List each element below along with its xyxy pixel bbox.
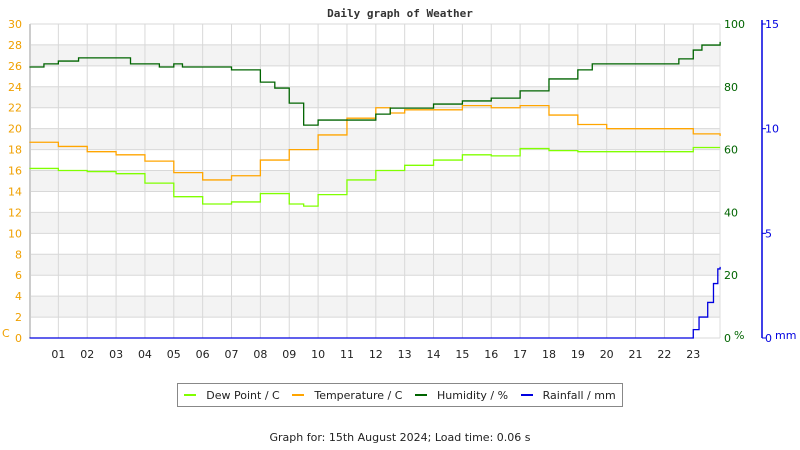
left-tick-label: 6 [15,269,22,282]
left-tick-label: 22 [8,102,22,115]
x-tick-label: 19 [571,348,585,361]
footer-text: Graph for: 15th August 2024; Load time: … [269,431,531,444]
x-tick-label: 22 [657,348,671,361]
legend-label: Temperature / C [314,388,403,402]
x-tick-label: 21 [629,348,643,361]
humidity-tick-label: 100 [724,18,745,31]
x-tick-label: 13 [398,348,412,361]
x-tick-label: 04 [138,348,152,361]
x-tick-label: 17 [513,348,527,361]
humidity-tick-label: 40 [724,206,738,219]
x-tick-label: 12 [369,348,383,361]
x-tick-label: 06 [196,348,210,361]
series-line-humidity [29,41,721,126]
weather-chart: Daily graph of Weather 02468101214161820… [2,7,796,361]
humidity-tick-label: 20 [724,269,738,282]
legend-item: Humidity / % [415,389,508,402]
chart-title: Daily graph of Weather [327,7,473,20]
x-tick-label: 03 [109,348,123,361]
legend-item: Dew Point / C [184,388,280,402]
rain-tick-label: 0 [765,332,772,345]
x-tick-label: 23 [686,348,700,361]
grid-band [30,44,720,66]
rain-axis-unit: mm [775,329,796,342]
x-tick-label: 16 [484,348,498,361]
x-tick-label: 10 [311,348,325,361]
x-tick-label: 02 [80,348,94,361]
left-tick-label: 8 [15,248,22,261]
x-tick-label: 15 [455,348,469,361]
left-axis-unit: C [2,327,10,340]
left-tick-label: 18 [8,144,22,157]
legend-label: Rainfall / mm [542,388,616,402]
legend-label: Humidity / % [437,388,509,402]
x-tick-label: 20 [600,348,614,361]
grid-band [30,212,720,234]
left-tick-label: 14 [8,185,22,198]
x-tick-label: 09 [282,348,296,361]
left-tick-label: 0 [15,332,22,345]
legend-swatch [292,394,305,396]
left-tick-label: 2 [15,311,22,324]
humidity-tick-label: 80 [724,81,738,94]
legend-label: Dew Point / C [206,388,280,402]
left-tick-label: 10 [8,227,22,240]
x-tick-label: 08 [253,348,267,361]
grid-band [30,86,720,108]
grid-band [30,128,720,150]
humidity-tick-label: 60 [724,144,738,157]
series-line-temperature [29,104,721,181]
left-tick-label: 30 [8,18,22,31]
left-tick-label: 28 [8,39,22,52]
legend-item: Rainfall / mm [520,388,616,402]
rain-tick-label: 10 [765,123,779,136]
rain-tick-label: 5 [765,227,772,240]
series-line-dew [29,146,721,207]
series-line-rainfall [29,266,721,339]
legend-item: Temperature / C [292,389,402,402]
x-tick-label: 07 [225,348,239,361]
humidity-tick-label: 0 [724,332,731,345]
legend-swatch [184,394,197,396]
x-tick-label: 14 [427,348,441,361]
x-tick-label: 11 [340,348,354,361]
humidity-axis-unit: % [734,329,744,342]
x-tick-label: 18 [542,348,556,361]
grid-band [30,254,720,276]
left-tick-label: 26 [8,60,22,73]
x-tick-label: 05 [167,348,181,361]
left-tick-label: 16 [8,165,22,178]
x-tick-label: 01 [51,348,65,361]
legend-swatch [415,394,428,396]
left-tick-label: 12 [8,206,22,219]
left-tick-label: 20 [8,123,22,136]
legend: Dew Point / C Temperature / C Humidity /… [177,383,623,407]
grid-band [30,296,720,318]
legend-swatch [520,394,533,396]
left-tick-label: 24 [8,81,22,94]
left-tick-label: 4 [15,290,22,303]
rain-tick-label: 15 [765,18,779,31]
